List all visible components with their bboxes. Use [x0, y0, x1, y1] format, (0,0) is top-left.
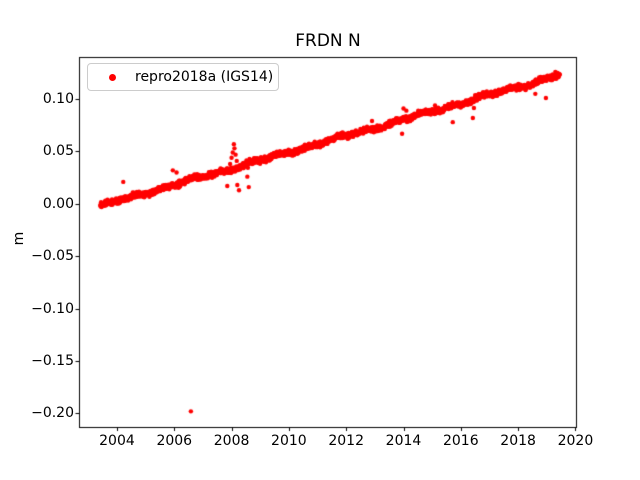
chart-title: FRDN N: [295, 31, 361, 51]
x-tick-label: 2020: [557, 433, 594, 449]
x-tick-label: 2004: [99, 433, 135, 449]
x-tick-label: 2006: [156, 433, 193, 449]
y-axis-label: m: [11, 231, 27, 246]
y-tick-label: −0.05: [31, 248, 74, 265]
y-tick-label: 0.05: [42, 143, 74, 160]
y-tick-label: −0.15: [31, 353, 74, 370]
y-tick-label: −0.20: [31, 405, 74, 422]
x-tick-label: 2012: [328, 433, 364, 449]
y-tick-label: 0.00: [42, 195, 74, 212]
x-tick-label: 2010: [271, 433, 307, 449]
x-tick-label: 2018: [500, 433, 536, 449]
legend: repro2018a (IGS14): [87, 63, 279, 91]
legend-label: repro2018a (IGS14): [135, 69, 274, 85]
x-tick-label: 2014: [385, 433, 422, 449]
y-tick-label: −0.10: [31, 300, 74, 317]
x-tick-label: 2016: [442, 433, 479, 449]
y-tick-label: 0.10: [42, 91, 74, 108]
legend-marker-icon: [109, 73, 116, 81]
x-tick-label: 2008: [213, 433, 250, 449]
